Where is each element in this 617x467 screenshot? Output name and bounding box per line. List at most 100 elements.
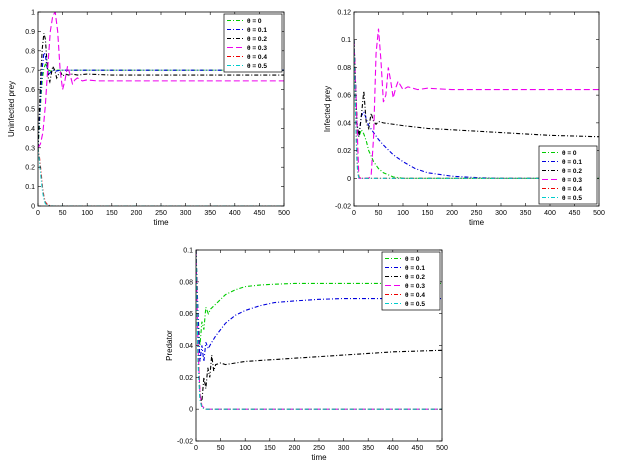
legend-entry: θ = 0.5 — [562, 195, 582, 202]
x-tick-label: 500 — [593, 210, 605, 217]
x-tick-label: 100 — [81, 210, 93, 217]
y-tick-label: 0.12 — [337, 10, 351, 17]
series-line-1 — [196, 250, 442, 362]
x-tick-label: 200 — [289, 445, 301, 452]
y-tick-label: 0.6 — [25, 87, 35, 94]
series-line-3 — [38, 12, 284, 149]
y-tick-label: 0.1 — [341, 37, 351, 44]
y-tick-label: 0.06 — [179, 311, 193, 318]
legend-entry: θ = 0.3 — [247, 45, 267, 52]
y-axis-title: Uninfected prey — [7, 81, 16, 137]
y-tick-label: 0.1 — [183, 248, 193, 255]
legend: θ = 0 θ = 0.1 θ = 0.2 θ = 0.3 θ = 0.4 θ = 0.5 — [223, 13, 283, 73]
y-tick-label: 0 — [347, 176, 351, 183]
legend-entry: θ = 0.3 — [405, 283, 425, 290]
y-tick-label: 0.08 — [179, 279, 193, 286]
legend-entry: θ = 0.2 — [247, 36, 267, 43]
y-tick-label: 0.2 — [25, 165, 35, 172]
y-tick-label: 0.5 — [25, 107, 35, 114]
legend-entry: θ = 0.5 — [405, 301, 425, 308]
legend-entry: θ = 0.2 — [405, 274, 425, 281]
x-tick-label: 0 — [36, 210, 40, 217]
y-tick-label: 0.9 — [25, 29, 35, 36]
x-tick-label: 350 — [362, 445, 374, 452]
chart-panel-2: 0 50 100 150 200 250 300 350 400 450 500-0.0200.02… — [323, 10, 605, 228]
x-tick-label: 50 — [59, 210, 67, 217]
series-line-3 — [354, 28, 599, 179]
x-tick-label: 150 — [422, 210, 434, 217]
series-group — [354, 28, 599, 179]
series-line-4 — [38, 147, 284, 206]
x-tick-label: 250 — [155, 210, 167, 217]
chart-panel-3: 0 50 100 150 200 250 300 350 400 450 500-0.0200.02… — [165, 248, 448, 463]
x-tick-label: 450 — [569, 210, 581, 217]
legend-entry: θ = 0 — [405, 256, 420, 263]
series-line-2 — [354, 39, 599, 138]
legend-box — [223, 13, 283, 73]
x-tick-label: 200 — [131, 210, 143, 217]
legend-entry: θ = 0 — [247, 18, 262, 25]
y-tick-label: 0.04 — [179, 343, 193, 350]
x-tick-label: 100 — [239, 445, 251, 452]
legend-entry: θ = 0.4 — [405, 292, 425, 299]
series-group — [38, 12, 284, 206]
x-tick-label: 300 — [338, 445, 350, 452]
legend-entry: θ = 0.3 — [562, 177, 582, 184]
x-tick-label: 250 — [313, 445, 325, 452]
y-tick-label: 0 — [31, 204, 35, 211]
x-tick-label: 400 — [387, 445, 399, 452]
series-line-0 — [38, 63, 284, 148]
y-tick-label: 0.06 — [337, 93, 351, 100]
x-tick-label: 450 — [254, 210, 266, 217]
x-tick-label: 350 — [204, 210, 216, 217]
legend-entry: θ = 0.4 — [247, 54, 267, 61]
y-tick-label: 1 — [31, 10, 35, 17]
y-tick-label: 0.8 — [25, 48, 35, 55]
series-line-0 — [354, 39, 599, 179]
x-tick-label: 450 — [412, 445, 424, 452]
x-tick-label: 400 — [229, 210, 241, 217]
legend-box — [538, 145, 598, 205]
y-axis-title: Infected prey — [323, 86, 332, 132]
legend-entry: θ = 0.5 — [247, 63, 267, 70]
x-tick-label: 500 — [436, 445, 448, 452]
x-axis-title: time — [153, 218, 169, 227]
legend-entry: θ = 0 — [562, 150, 577, 157]
x-tick-label: 50 — [375, 210, 383, 217]
legend: θ = 0 θ = 0.1 θ = 0.2 θ = 0.3 θ = 0.4 θ = 0.5 — [381, 251, 441, 311]
x-tick-label: 250 — [471, 210, 483, 217]
legend-box — [381, 251, 441, 311]
x-tick-label: 300 — [180, 210, 192, 217]
x-tick-label: 50 — [217, 445, 225, 452]
series-line-2 — [196, 250, 442, 402]
series-line-5 — [354, 39, 599, 179]
series-group — [196, 250, 442, 410]
y-tick-label: 0.02 — [337, 148, 351, 155]
series-line-0 — [196, 250, 442, 346]
series-line-2 — [38, 33, 284, 148]
x-tick-label: 200 — [446, 210, 458, 217]
x-axis-title: time — [469, 218, 485, 227]
series-line-1 — [38, 51, 284, 148]
legend-entry: θ = 0.2 — [562, 168, 582, 175]
legend-entry: θ = 0.1 — [562, 159, 582, 166]
legend: θ = 0 θ = 0.1 θ = 0.2 θ = 0.3 θ = 0.4 θ = 0.5 — [538, 145, 598, 205]
y-tick-label: 0.04 — [337, 120, 351, 127]
x-tick-label: 150 — [264, 445, 276, 452]
y-tick-label: 0.3 — [25, 145, 35, 152]
x-tick-label: 150 — [106, 210, 118, 217]
y-tick-label: 0.02 — [179, 375, 193, 382]
x-tick-label: 500 — [278, 210, 290, 217]
series-line-5 — [38, 147, 284, 206]
x-axis-title: time — [311, 453, 327, 462]
x-tick-label: 100 — [397, 210, 409, 217]
x-tick-label: 0 — [194, 445, 198, 452]
y-tick-label: 0.1 — [25, 184, 35, 191]
legend-entry: θ = 0.4 — [562, 186, 582, 193]
y-tick-label: -0.02 — [177, 439, 193, 446]
series-line-5 — [196, 250, 442, 410]
y-tick-label: -0.02 — [335, 204, 351, 211]
x-tick-label: 300 — [495, 210, 507, 217]
y-axis-title: Predator — [165, 330, 174, 361]
